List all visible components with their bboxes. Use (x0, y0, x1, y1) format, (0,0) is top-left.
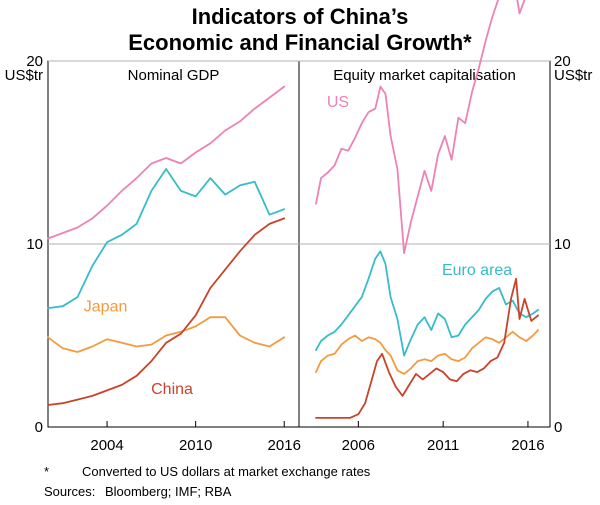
series-line-1-euro-area (315, 250, 539, 357)
series-line-0-japan (47, 316, 286, 353)
series-line-0-euro-area (47, 168, 286, 310)
y-axis-unit-right: US$tr (554, 67, 592, 84)
footnote: * Converted to US dollars at market excha… (44, 464, 370, 480)
chart-title-line-1: Indicators of China’s (191, 4, 409, 29)
series-label-1-euro-area: Euro area (442, 262, 512, 279)
y-axis-unit-left: US$tr (5, 67, 43, 84)
footnote-text: Converted to US dollars at market exchan… (82, 464, 371, 479)
panel-title-0: Nominal GDP (128, 67, 220, 84)
y-tick-left-20: 20 (26, 53, 43, 70)
sources-note: Sources: Bloomberg; IMF; RBA (44, 484, 231, 500)
series-line-0-us (47, 85, 286, 240)
panel-title-1: Equity market capitalisation (333, 67, 516, 84)
series-label-1-us: US (327, 94, 349, 111)
footnote-marker: * (44, 464, 50, 479)
series-label-0-japan: Japan (84, 299, 128, 316)
x-tick-label-1-2016: 2016 (511, 437, 544, 454)
series-label-0-china: China (151, 381, 193, 398)
sources-text: Bloomberg; IMF; RBA (104, 484, 232, 499)
y-tick-left-10: 10 (26, 236, 43, 253)
y-tick-left-0: 0 (35, 419, 43, 436)
series-line-0-china (47, 217, 286, 406)
x-tick-label-0-2016: 2016 (268, 437, 301, 454)
x-tick-label-1-2011: 2011 (427, 437, 459, 454)
series-line-1-japan (315, 329, 539, 375)
x-tick-label-0-2010: 2010 (179, 437, 212, 454)
sources-label: Sources: (44, 484, 96, 499)
y-tick-right-0: 0 (554, 419, 562, 436)
chart-title: Indicators of China’s Economic and Finan… (0, 4, 600, 56)
series-line-1-china (315, 277, 539, 419)
y-tick-right-20: 20 (554, 53, 571, 70)
y-tick-right-10: 10 (554, 236, 571, 253)
series-line-1-us (315, 0, 526, 255)
x-tick-label-1-2006: 2006 (342, 437, 375, 454)
chart-title-line-2: Economic and Financial Growth* (128, 30, 472, 55)
x-tick-label-0-2004: 2004 (90, 437, 123, 454)
